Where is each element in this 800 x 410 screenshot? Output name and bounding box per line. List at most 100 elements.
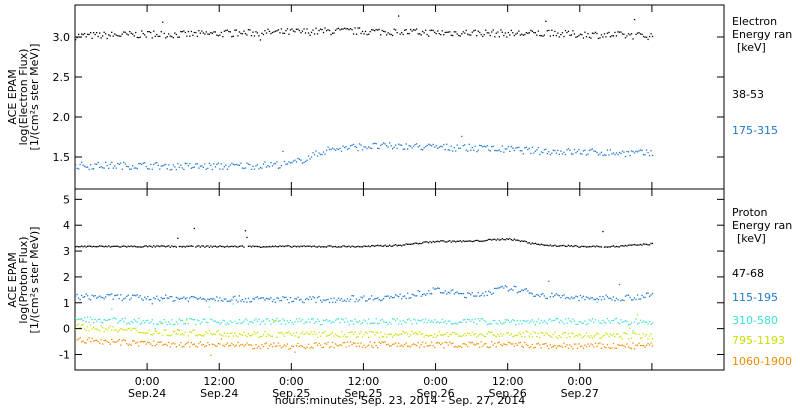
electron-point-2 <box>220 163 222 165</box>
proton-point-5 <box>410 346 412 348</box>
proton-point-4 <box>208 329 210 332</box>
electron-point-1 <box>333 32 335 34</box>
proton-point-3 <box>417 319 419 321</box>
proton-point-1 <box>94 246 96 248</box>
electron-point-2 <box>250 168 253 170</box>
proton-point-4 <box>354 331 356 333</box>
electron-point-1 <box>201 30 203 32</box>
electron-point-2 <box>399 144 401 146</box>
proton-point-4 <box>100 325 102 327</box>
proton-point-5 <box>319 344 322 346</box>
proton-point-2 <box>375 297 377 300</box>
proton-point-5 <box>611 347 613 349</box>
electron-point-1 <box>528 32 530 34</box>
proton-point-5 <box>519 341 521 344</box>
proton-point-3 <box>186 318 188 320</box>
proton-point-5 <box>599 342 601 344</box>
proton-point-2 <box>417 290 419 292</box>
proton-point-2 <box>78 297 80 299</box>
proton-point-2 <box>512 289 514 291</box>
proton-point-1 <box>443 240 445 242</box>
proton-point-3 <box>500 322 502 324</box>
proton-point-4 <box>564 331 567 334</box>
proton-point-2 <box>223 298 225 300</box>
proton-point-3 <box>561 321 564 323</box>
proton-point-2 <box>590 297 592 299</box>
proton-point-4 <box>142 332 144 334</box>
proton-point-4 <box>611 334 613 337</box>
electron-point-1 <box>569 34 571 36</box>
proton-point-4 <box>558 335 560 337</box>
proton-point-3 <box>614 318 616 320</box>
proton-point-1 <box>255 245 257 247</box>
proton-point-1 <box>222 245 224 248</box>
proton-point-3 <box>312 318 314 320</box>
proton-point-5 <box>354 342 356 344</box>
electron-point-1 <box>530 29 532 32</box>
proton-point-3 <box>531 319 533 321</box>
proton-point-4 <box>99 330 101 332</box>
proton-point-1 <box>189 245 191 247</box>
proton-point-4 <box>369 330 371 333</box>
proton-point-4 <box>530 333 532 335</box>
proton-point-3 <box>358 320 361 322</box>
proton-point-5 <box>573 343 576 345</box>
proton-point-4 <box>291 334 293 337</box>
proton-point-3 <box>537 318 539 320</box>
proton-point-5 <box>241 343 244 345</box>
electron-point-1 <box>603 33 606 35</box>
electron-point-2 <box>318 152 320 154</box>
electron-point-2 <box>346 148 349 150</box>
proton-point-5 <box>576 347 579 349</box>
electron-point-1 <box>518 30 520 32</box>
proton-point-2 <box>602 296 604 298</box>
proton-point-2 <box>404 295 406 297</box>
proton-point-3 <box>368 318 370 320</box>
electron-point-1 <box>144 34 146 36</box>
electron-point-1 <box>313 33 316 35</box>
proton-point-3 <box>539 322 541 324</box>
proton-point-5 <box>120 344 122 346</box>
proton-point-1 <box>168 245 170 247</box>
electron-point-1 <box>566 31 568 34</box>
proton-point-2 <box>193 296 195 298</box>
proton-point-2 <box>447 291 449 293</box>
electron-point-2 <box>81 161 83 163</box>
proton-point-2 <box>369 298 371 300</box>
electron-point-1 <box>91 37 93 39</box>
electron-point-1 <box>352 33 355 35</box>
proton-point-1 <box>186 245 188 247</box>
proton-point-1 <box>259 246 262 248</box>
proton-point-1 <box>477 240 479 242</box>
proton-point-1 <box>204 246 206 248</box>
proton-point-2 <box>204 298 206 300</box>
electron-point-1 <box>438 33 440 35</box>
proton-point-4 <box>531 336 533 338</box>
proton-point-2 <box>470 294 472 296</box>
proton-point-5 <box>358 345 361 347</box>
proton-point-3 <box>324 319 326 322</box>
proton-point-2 <box>291 300 293 303</box>
electron-point-1 <box>509 34 511 36</box>
proton-point-3 <box>174 323 176 326</box>
electron-point-2 <box>237 164 239 166</box>
proton-point-2 <box>428 290 430 292</box>
electron-point-2 <box>597 154 600 156</box>
proton-point-4 <box>331 331 334 333</box>
proton-point-3 <box>223 320 225 322</box>
electron-point-1 <box>96 32 98 34</box>
proton-point-1 <box>386 245 388 247</box>
electron-point-2 <box>231 162 233 164</box>
proton-point-2 <box>630 299 633 301</box>
proton-point-4 <box>352 333 355 336</box>
x-tick-time-label: 12:00 <box>203 375 235 388</box>
proton-point-2 <box>157 298 159 300</box>
electron-point-2 <box>153 163 155 166</box>
proton-ytick-label: 5 <box>63 193 70 206</box>
proton-point-2 <box>567 297 570 299</box>
proton-point-3 <box>144 322 146 324</box>
electron-point-2 <box>555 152 557 154</box>
proton-point-2 <box>94 295 96 297</box>
proton-point-4 <box>600 337 603 339</box>
proton-point-3 <box>105 319 107 321</box>
